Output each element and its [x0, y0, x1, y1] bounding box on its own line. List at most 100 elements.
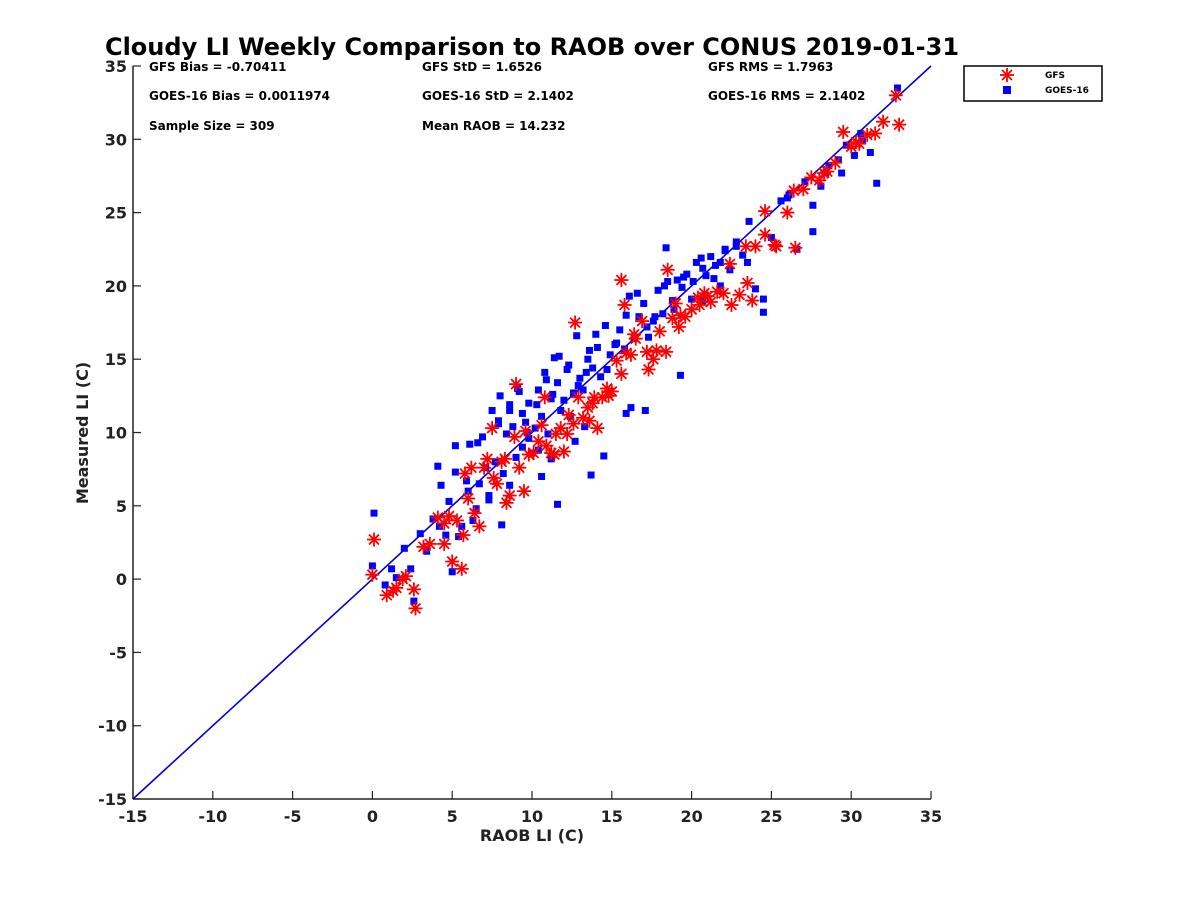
goes16-point [555, 352, 563, 360]
goes16-point [475, 480, 483, 488]
gfs-point [732, 287, 747, 302]
x-tick-label: 20 [680, 807, 702, 826]
goes16-point [654, 286, 662, 294]
gfs-point [454, 561, 469, 576]
goes16-point [498, 521, 506, 529]
goes16-point [451, 442, 459, 450]
gfs-point [582, 413, 597, 428]
goes16-point [509, 423, 517, 431]
goes16-point [645, 333, 653, 341]
goes16-point [702, 272, 710, 280]
goes16-point [710, 275, 718, 283]
gfs-point [587, 390, 602, 405]
gfs-point [568, 315, 583, 330]
gfs-point [507, 429, 522, 444]
goes16-point [643, 323, 651, 331]
gfs-point [684, 302, 699, 317]
goes16-point [641, 407, 649, 415]
goes16-point [485, 492, 493, 500]
gfs-point [571, 390, 586, 405]
goes16-point [549, 390, 557, 398]
gfs-point [422, 536, 437, 551]
gfs-point [740, 275, 755, 290]
goes16-point [388, 565, 396, 573]
goes16-point [873, 179, 881, 187]
goes16-point [659, 310, 667, 318]
y-tick-label: -15 [98, 790, 127, 809]
gfs-point [617, 297, 632, 312]
gfs-point [464, 460, 479, 475]
goes16-point [893, 84, 901, 92]
y-tick-label: -10 [98, 717, 127, 736]
x-tick-label: 10 [521, 807, 543, 826]
goes-rms-stat: GOES-16 RMS = 2.1402 [708, 89, 865, 103]
y-tick-label: 10 [105, 424, 127, 443]
goes16-point [721, 247, 729, 255]
goes16-point [651, 313, 659, 321]
gfs-point [437, 516, 452, 531]
goes16-point [625, 292, 633, 300]
goes16-point [621, 345, 629, 353]
goes16-point [531, 424, 539, 432]
legend: GFS GOES-16 [963, 65, 1103, 102]
y-tick-label: 25 [105, 204, 127, 223]
gfs-point [745, 293, 760, 308]
goes16-point [603, 365, 611, 373]
gfs-point [408, 601, 423, 616]
goes16-point [825, 162, 833, 170]
legend-box [963, 65, 1103, 102]
gfs-point [848, 135, 863, 150]
goes16-point [479, 433, 487, 441]
goes16-point [502, 430, 510, 438]
goes16-point [582, 368, 590, 376]
goes16-point [518, 409, 526, 417]
gfs-point [539, 438, 554, 453]
gfs-point [780, 205, 795, 220]
goes16-point [606, 351, 614, 359]
goes16-point [525, 399, 533, 407]
goes16-point [660, 282, 668, 290]
x-tick-label: -15 [119, 807, 148, 826]
gfs-point [888, 88, 903, 103]
goes16-point [767, 234, 775, 242]
x-axis-label: RAOB LI (C) [480, 826, 584, 845]
goes16-point [649, 317, 657, 325]
goes16-point [522, 418, 530, 426]
goes16-point [464, 487, 472, 495]
gfs-point [876, 114, 891, 129]
gfs-point [389, 580, 404, 595]
goes16-point [817, 182, 825, 190]
gfs-point [406, 582, 421, 597]
goes16-point [692, 258, 700, 266]
x-tick-label: -10 [198, 807, 227, 826]
gfs-point [547, 447, 562, 462]
goes16-point [442, 531, 450, 539]
goes16-point [512, 453, 520, 461]
goes16-point [474, 439, 482, 447]
goes16-point [613, 339, 621, 347]
goes16-point [400, 544, 408, 552]
gfs-point [534, 418, 549, 433]
gfs-point [671, 319, 686, 334]
goes16-point [633, 289, 641, 297]
goes16-point [670, 305, 678, 313]
goes16-point [688, 295, 696, 303]
x-tick-label: 25 [760, 807, 782, 826]
chart-title: Cloudy LI Weekly Comparison to RAOB over… [105, 33, 959, 61]
goes16-point [579, 386, 587, 394]
goes16-point [407, 565, 415, 573]
goes16-point [472, 505, 480, 513]
goes16-point [435, 522, 443, 530]
gfs-point [526, 446, 541, 461]
y-axis-label: Measured LI (C) [73, 362, 92, 504]
gfs-point [649, 343, 664, 358]
gfs-point [512, 460, 527, 475]
gfs-point [703, 295, 718, 310]
goes16-point [622, 311, 630, 319]
goes16-point [842, 141, 850, 149]
gfs-point [365, 567, 380, 582]
goes16-point [416, 530, 424, 538]
y-tick-label: 20 [105, 277, 127, 296]
axes: -15 -10 -5 0 5 10 15 20 25 30 35 -15 -10 -5 0 5 10 15 20 25… [98, 57, 942, 826]
